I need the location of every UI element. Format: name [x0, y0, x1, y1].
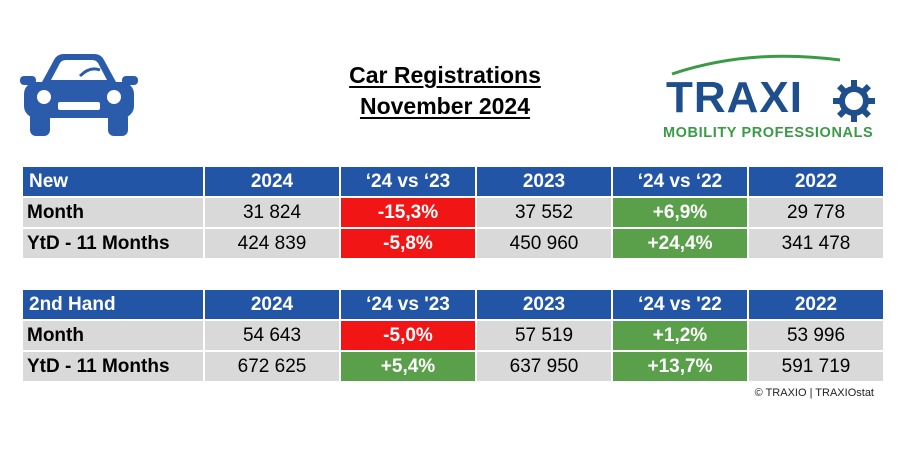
row-label: Month	[23, 198, 203, 227]
value-2022: 341 478	[749, 229, 883, 258]
header-2022: 2022	[749, 290, 883, 319]
value-2024: 31 824	[205, 198, 339, 227]
row-label: YtD - 11 Months	[23, 229, 203, 258]
second-hand-registrations-table: 2nd Hand 2024 ‘24 vs '23 2023 ‘24 vs '22…	[21, 288, 885, 383]
car-icon	[20, 54, 138, 136]
change-vs-2023: -5,8%	[341, 229, 475, 258]
table-row: Month 54 643 -5,0% 57 519 +1,2% 53 996	[23, 321, 883, 350]
table-row: Month 31 824 -15,3% 37 552 +6,9% 29 778	[23, 198, 883, 227]
value-2023: 637 950	[477, 352, 611, 381]
table-header-row: New 2024 ‘24 vs ‘23 2023 ‘24 vs ‘22 2022	[23, 167, 883, 196]
value-2024: 424 839	[205, 229, 339, 258]
header-2024: 2024	[205, 290, 339, 319]
header-2022: 2022	[749, 167, 883, 196]
header-24-vs-23: ‘24 vs '23	[341, 290, 475, 319]
header-24-vs-23: ‘24 vs ‘23	[341, 167, 475, 196]
change-vs-2022: +1,2%	[613, 321, 747, 350]
table-row: YtD - 11 Months 424 839 -5,8% 450 960 +2…	[23, 229, 883, 258]
gear-icon	[833, 80, 875, 122]
header-24-vs-22: ‘24 vs '22	[613, 290, 747, 319]
value-2023: 57 519	[477, 321, 611, 350]
header-2023: 2023	[477, 167, 611, 196]
title-line-1: Car Registrations	[349, 62, 541, 88]
header-section-label: 2nd Hand	[23, 290, 203, 319]
table-row: YtD - 11 Months 672 625 +5,4% 637 950 +1…	[23, 352, 883, 381]
table-header-row: 2nd Hand 2024 ‘24 vs '23 2023 ‘24 vs '22…	[23, 290, 883, 319]
change-vs-2022: +24,4%	[613, 229, 747, 258]
header-2023: 2023	[477, 290, 611, 319]
value-2023: 37 552	[477, 198, 611, 227]
header-24-vs-22: ‘24 vs ‘22	[613, 167, 747, 196]
logo-tagline: MOBILITY PROFESSIONALS	[663, 125, 874, 141]
title-line-2: November 2024	[359, 93, 531, 119]
logo-swoosh-icon	[671, 54, 841, 76]
logo-wordmark: TRAXI	[666, 73, 803, 122]
header-section-label: New	[23, 167, 203, 196]
change-vs-2023: +5,4%	[341, 352, 475, 381]
value-2024: 54 643	[205, 321, 339, 350]
page-title: Car Registrations November 2024	[270, 60, 620, 122]
value-2022: 53 996	[749, 321, 883, 350]
change-vs-2023: -5,0%	[341, 321, 475, 350]
value-2024: 672 625	[205, 352, 339, 381]
row-label: YtD - 11 Months	[23, 352, 203, 381]
value-2022: 29 778	[749, 198, 883, 227]
change-vs-2023: -15,3%	[341, 198, 475, 227]
value-2023: 450 960	[477, 229, 611, 258]
change-vs-2022: +13,7%	[613, 352, 747, 381]
row-label: Month	[23, 321, 203, 350]
change-vs-2022: +6,9%	[613, 198, 747, 227]
traxio-logo: TRAXI MOBILITY PROFESSIONALS	[660, 52, 890, 152]
header-2024: 2024	[205, 167, 339, 196]
new-registrations-table: New 2024 ‘24 vs ‘23 2023 ‘24 vs ‘22 2022…	[21, 165, 885, 260]
value-2022: 591 719	[749, 352, 883, 381]
copyright-credit: © TRAXIO | TRAXIOstat	[754, 387, 874, 399]
